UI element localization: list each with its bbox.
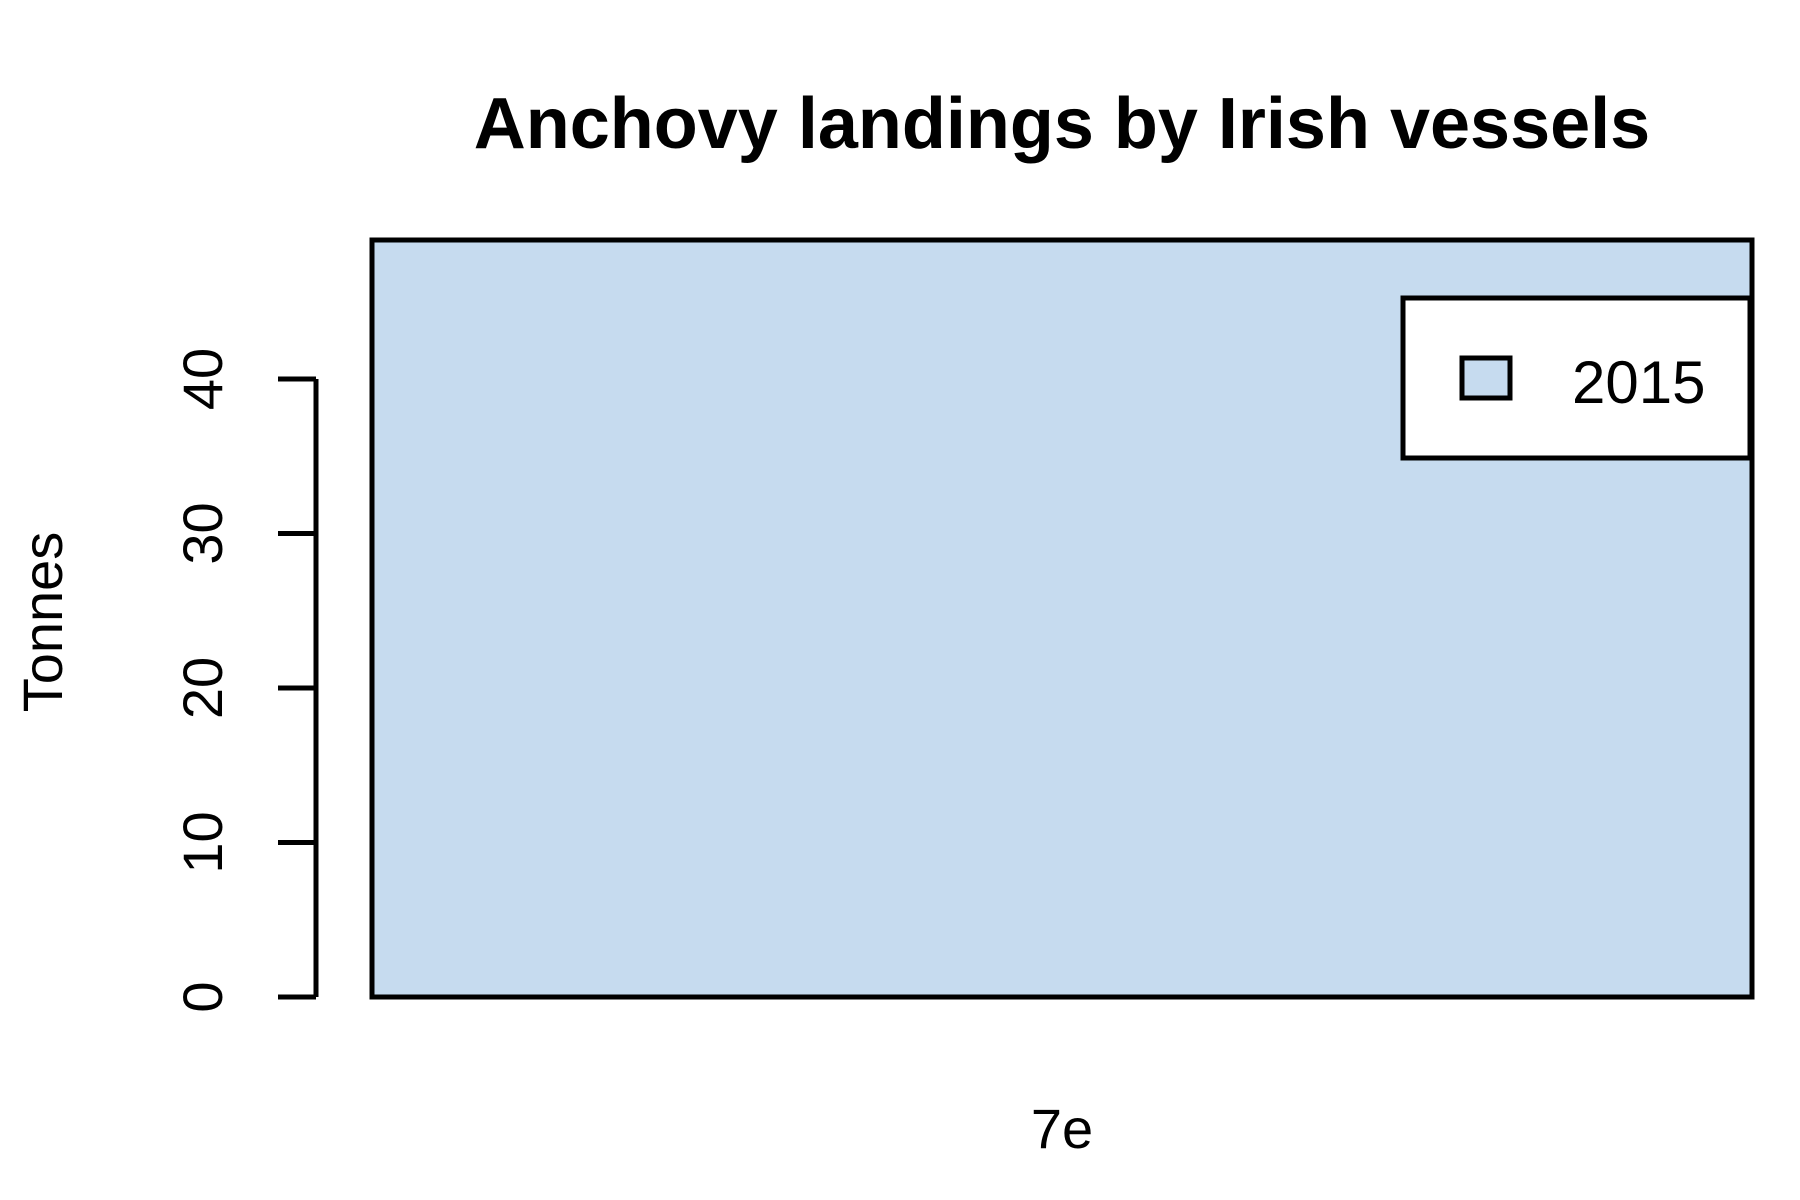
y-tick-label: 0 [171, 981, 234, 1012]
y-tick-label: 20 [171, 657, 234, 719]
y-tick-label: 40 [171, 348, 234, 410]
y-tick-label: 30 [171, 502, 234, 564]
x-axis-labels: 7e [1031, 1097, 1093, 1160]
y-axis: 0 10 20 30 40 [171, 348, 319, 1013]
legend-box [1400, 295, 1753, 461]
x-tick-label: 7e [1031, 1097, 1093, 1160]
y-axis-label: Tonnes [11, 532, 74, 713]
y-tick-label: 10 [171, 811, 234, 873]
legend: 2015 [1400, 295, 1753, 461]
chart-title: Anchovy landings by Irish vessels [474, 84, 1650, 164]
legend-swatch [1459, 355, 1513, 401]
legend-label: 2015 [1572, 349, 1705, 416]
